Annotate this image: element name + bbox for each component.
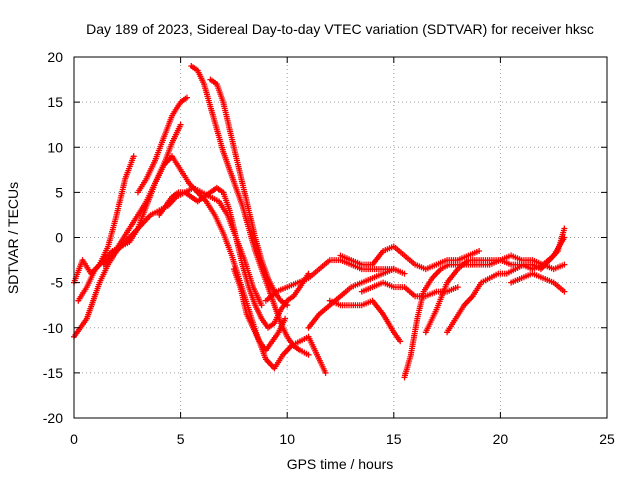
x-tick-label: 20: [493, 431, 509, 447]
data-point: [561, 288, 568, 295]
x-tick-label: 15: [386, 431, 402, 447]
x-axis-title: GPS time / hours: [287, 456, 394, 472]
series-arc-11: [305, 266, 408, 331]
chart-title: Day 189 of 2023, Sidereal Day-to-day VTE…: [86, 21, 594, 37]
data-point: [130, 153, 137, 160]
data-point: [454, 284, 461, 291]
y-tick-label: 0: [55, 230, 63, 246]
x-tick-label: 0: [70, 431, 78, 447]
grid-lines: [74, 57, 607, 418]
x-tick-labels: 0 5 10 15 20 25: [70, 431, 615, 447]
data-point: [476, 248, 483, 254]
y-tick-label: -20: [43, 410, 63, 426]
y-tick-label: -15: [43, 365, 63, 381]
y-tick-labels: -20 -15 -10 -5 0 5 10 15 20: [43, 49, 63, 426]
x-tick-label: 10: [279, 431, 295, 447]
y-tick-label: 15: [47, 94, 63, 110]
x-tick-label: 5: [177, 431, 185, 447]
series-arc-18: [508, 270, 568, 295]
y-tick-label: -10: [43, 320, 63, 336]
y-tick-label: -5: [51, 275, 64, 291]
x-tick-label: 25: [599, 431, 615, 447]
data-point: [397, 338, 404, 345]
data-marks: [71, 63, 568, 381]
y-tick-label: 20: [47, 49, 63, 65]
data-point: [305, 351, 312, 358]
series-arc-7: [188, 63, 312, 358]
data-point: [401, 270, 408, 277]
series-arc-8: [207, 76, 291, 309]
y-axis-title: SDTVAR / TECUs: [5, 182, 21, 294]
data-point: [284, 302, 291, 309]
data-point: [282, 315, 289, 322]
data-point: [561, 225, 568, 232]
y-tick-label: 10: [47, 139, 63, 155]
data-point: [322, 369, 329, 376]
data-point: [184, 94, 190, 101]
series-arc-5: [135, 94, 190, 196]
data-point: [561, 261, 568, 268]
series-arc-15: [401, 234, 568, 381]
data-point: [177, 121, 184, 128]
axis-ticks: [73, 56, 608, 419]
series-arc-2: [75, 121, 184, 304]
data-point: [258, 302, 265, 309]
y-tick-label: 5: [55, 184, 63, 200]
series-arc-12: [326, 297, 404, 345]
series-arc-10: [262, 257, 397, 304]
series-arc-17: [444, 225, 568, 336]
plot-frame: [73, 56, 608, 419]
series-arc-9: [230, 266, 289, 354]
